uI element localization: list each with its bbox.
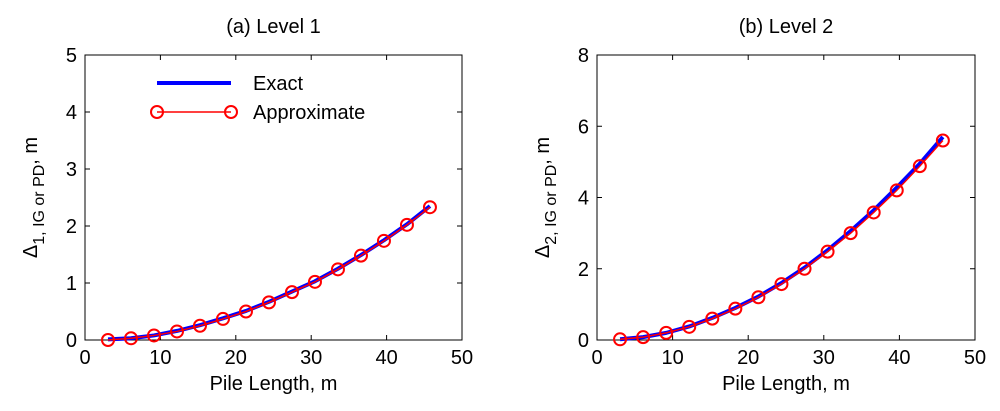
- data-point: [307, 274, 322, 289]
- x-tick-label: 30: [300, 347, 322, 369]
- data-point: [912, 159, 927, 174]
- data-point: [330, 262, 345, 277]
- data-point: [613, 332, 628, 347]
- series-approximate-line: [619, 139, 944, 341]
- data-point: [422, 200, 437, 215]
- x-tick-label: 10: [149, 347, 171, 369]
- y-tick-label: 0: [66, 330, 77, 352]
- series-exact-line: [619, 135, 945, 342]
- data-point: [284, 285, 299, 300]
- legend-marker: [150, 105, 164, 119]
- data-point: [146, 328, 161, 343]
- data-point: [123, 331, 138, 346]
- series-approximate-line: [107, 206, 431, 341]
- plot-frame: [84, 54, 463, 341]
- plot-frame: [596, 54, 976, 341]
- x-tick-label: 50: [964, 347, 986, 369]
- y-tick-label: 1: [66, 273, 77, 295]
- legend-label: Exact: [253, 73, 303, 95]
- x-tick-label: 10: [661, 347, 683, 369]
- x-tick-label: 20: [737, 347, 759, 369]
- y-axis-label: Δ2, IG or PD, m: [532, 137, 560, 258]
- x-tick-label: 20: [225, 347, 247, 369]
- x-tick-label: 30: [813, 347, 835, 369]
- data-point: [889, 183, 904, 198]
- y-axis-label-base: Δ: [20, 245, 42, 258]
- chart-title: (a) Level 1: [226, 16, 321, 38]
- data-point: [636, 330, 651, 345]
- data-point: [705, 311, 720, 326]
- y-tick-label: 3: [66, 159, 77, 181]
- data-point: [866, 205, 881, 220]
- panel-b: 0 10 20 30 40 50 0 2 4 6 8 (b) Level 2 Pile Length, …: [532, 16, 986, 395]
- data-point: [682, 319, 697, 334]
- data-point: [238, 304, 253, 319]
- chart-title: (b) Level 2: [739, 16, 834, 38]
- data-point: [215, 311, 230, 326]
- x-tick-label: 40: [888, 347, 910, 369]
- data-point: [100, 333, 115, 347]
- y-tick-label: 4: [578, 188, 589, 210]
- data-point: [843, 226, 858, 241]
- data-point: [399, 217, 414, 232]
- x-tick-label: 50: [451, 347, 473, 369]
- data-point: [751, 290, 766, 305]
- y-tick-label: 2: [66, 216, 77, 238]
- data-point: [820, 244, 835, 259]
- data-point: [353, 248, 368, 263]
- legend-label: Approximate: [253, 102, 365, 124]
- data-point: [169, 324, 184, 339]
- y-axis-label-sub: 1, IG or PD: [31, 165, 48, 245]
- data-point: [728, 301, 743, 316]
- y-axis-label-suffix: , m: [20, 137, 42, 165]
- x-tick-label: 0: [591, 347, 602, 369]
- data-point: [261, 295, 276, 310]
- data-point: [774, 277, 789, 292]
- series-exact-line: [107, 204, 432, 342]
- y-axis-label-sub: 2, IG or PD: [543, 165, 560, 245]
- data-point: [192, 318, 207, 333]
- panel-a: 0 10 20 30 40 50 0 1 2 3 4 5 (a) Level 1 Pile Length,…: [20, 16, 473, 395]
- x-tick-label: 40: [375, 347, 397, 369]
- data-point: [797, 261, 812, 276]
- y-tick-label: 5: [66, 45, 77, 67]
- x-axis-label: Pile Length, m: [210, 373, 338, 395]
- y-axis-label: Δ1, IG or PD, m: [20, 137, 48, 258]
- y-tick-label: 4: [66, 102, 77, 124]
- y-axis-label-base: Δ: [532, 245, 554, 258]
- y-tick-label: 0: [578, 330, 589, 352]
- x-axis-label: Pile Length, m: [722, 373, 850, 395]
- y-tick-label: 6: [578, 116, 589, 138]
- legend-marker: [224, 105, 238, 119]
- y-tick-label: 2: [578, 259, 589, 281]
- x-tick-label: 0: [79, 347, 90, 369]
- data-point: [659, 325, 674, 340]
- data-point: [376, 233, 391, 248]
- data-point: [935, 133, 950, 148]
- y-axis-label-suffix: , m: [532, 137, 554, 165]
- y-tick-label: 8: [578, 45, 589, 67]
